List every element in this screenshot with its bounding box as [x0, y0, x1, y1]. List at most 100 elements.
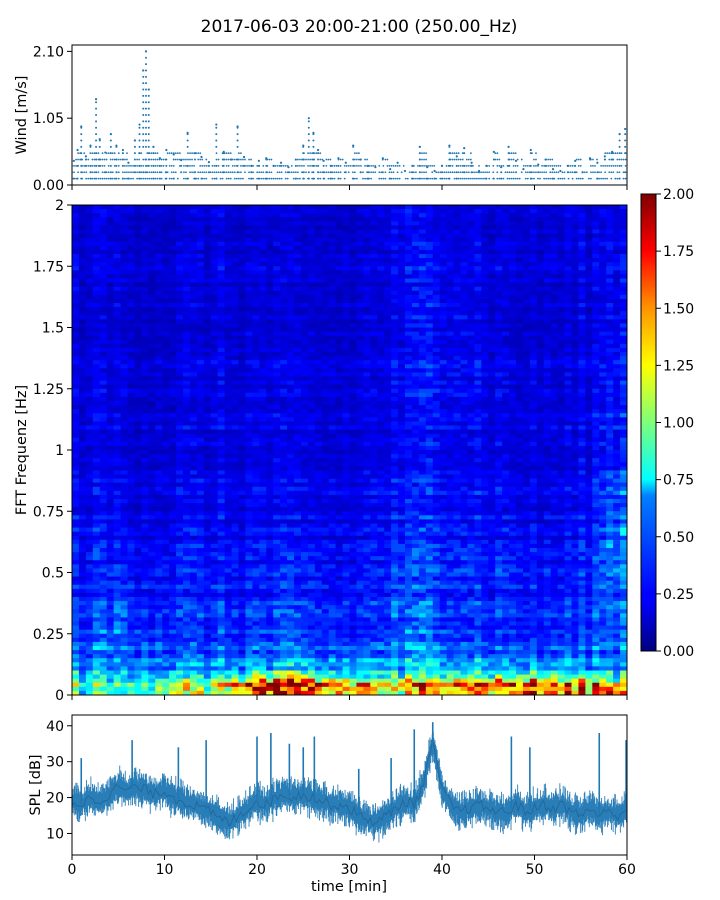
spectrogram-cell: [502, 388, 510, 394]
spectrogram-cell: [592, 368, 600, 374]
spectrogram-cell: [148, 270, 156, 276]
spectrogram-cell: [106, 323, 115, 329]
spectrogram-cell: [453, 262, 462, 267]
wind-point: [262, 177, 265, 180]
spectrogram-cell: [245, 303, 253, 308]
spectrogram-cell: [425, 278, 434, 284]
spectrogram-cell: [557, 225, 566, 231]
spectrogram-cell: [294, 360, 302, 365]
wind-point: [145, 56, 147, 59]
wind-point: [394, 177, 397, 180]
wind-point: [445, 177, 448, 180]
spectrogram-cell: [529, 258, 538, 263]
spectrogram-cell: [266, 311, 274, 316]
spectrogram-cell: [536, 327, 545, 333]
spectrogram-cell: [502, 282, 510, 288]
spectrogram-cell: [189, 356, 198, 361]
spectrogram-cell: [481, 392, 489, 398]
spectrogram-cell: [280, 319, 288, 325]
spectrogram-cell: [599, 298, 607, 304]
spectrogram-cell: [245, 384, 253, 390]
wind-point: [512, 177, 515, 180]
wind-point: [389, 167, 392, 171]
spectrogram-cell: [585, 335, 593, 341]
spectrogram-cell: [141, 352, 149, 357]
spectrogram-cell: [349, 249, 358, 255]
spectrogram-cell: [189, 339, 198, 345]
spectrogram-cell: [529, 205, 538, 210]
spectrogram-cell: [162, 380, 170, 386]
spectrogram-cell: [405, 323, 413, 329]
spectrogram-cell: [522, 327, 531, 333]
wind-point: [89, 144, 92, 147]
spectrogram-cell: [99, 343, 108, 349]
spectrogram-cell: [439, 290, 448, 296]
spectrogram-cell: [287, 258, 295, 263]
spectrogram-cell: [99, 221, 108, 227]
wind-point: [124, 177, 126, 180]
spectrogram-cell: [439, 335, 448, 341]
spectrogram-cell: [363, 258, 371, 263]
wind-point: [85, 177, 88, 180]
spectrogram-cell: [300, 274, 309, 280]
spectrogram-cell: [495, 347, 503, 353]
wind-point: [170, 165, 173, 167]
wind-y-tick-label: 0.00: [33, 178, 64, 194]
spectrogram-cell: [307, 278, 316, 284]
spectrogram-cell: [120, 294, 129, 300]
spectrogram-cell: [467, 307, 475, 312]
spectrogram-cell: [294, 258, 302, 263]
spectrogram-cell: [300, 388, 309, 394]
spectrogram-cell: [578, 286, 586, 292]
spectrogram-cell: [113, 368, 122, 374]
spectrogram-cell: [162, 282, 170, 288]
spectrogram-cell: [432, 229, 441, 235]
spectrogram-cell: [571, 237, 580, 243]
wind-point: [162, 165, 165, 167]
spectrogram-cell: [474, 331, 482, 337]
spectrogram-cell: [134, 388, 142, 394]
spectrogram-cell: [169, 217, 177, 222]
wind-point: [156, 158, 159, 161]
spectrogram-cell: [176, 307, 184, 312]
wind-point: [185, 171, 187, 174]
spectrogram-cell: [328, 249, 337, 255]
spectrogram-cell: [495, 258, 503, 263]
spectrogram-cell: [266, 254, 274, 259]
spectrogram-cell: [488, 270, 496, 276]
wind-point: [205, 158, 208, 161]
wind-point: [341, 158, 344, 161]
spectrogram-cell: [238, 294, 247, 300]
spectrogram-cell: [460, 360, 469, 365]
spectrogram-cell: [356, 286, 364, 292]
wind-point: [194, 158, 197, 161]
spectrogram-cell: [217, 282, 226, 288]
wind-point: [205, 165, 208, 167]
spectrogram-cell: [85, 266, 94, 271]
spectrogram-cell: [120, 347, 129, 353]
spectrogram-cell: [106, 274, 115, 280]
wind-point: [496, 158, 499, 161]
spectrogram-cell: [245, 217, 253, 222]
spectrogram-cell: [328, 376, 337, 382]
spectrogram-cell: [509, 266, 517, 271]
spectrogram-cell: [516, 376, 524, 382]
spectrogram-cell: [356, 233, 364, 239]
spectrogram-cell: [321, 298, 330, 304]
spectrogram-cell: [141, 237, 149, 243]
wind-point: [622, 177, 625, 180]
wind-point: [492, 165, 495, 167]
spectrogram-cell: [217, 221, 226, 227]
spectrogram-cell: [141, 254, 149, 259]
spectrogram-cell: [183, 262, 191, 267]
spectrogram-cell: [377, 209, 385, 214]
spectrogram-cell: [550, 380, 559, 386]
spectrogram-cell: [238, 249, 247, 255]
spectrogram-cell: [85, 294, 94, 300]
spectrogram-cell: [585, 352, 593, 357]
spectrogram-cell: [113, 237, 122, 243]
spectrogram-cell: [564, 327, 573, 333]
wind-point: [317, 171, 320, 174]
spectrogram-cell: [176, 311, 184, 316]
spectrogram-cell: [474, 388, 482, 394]
